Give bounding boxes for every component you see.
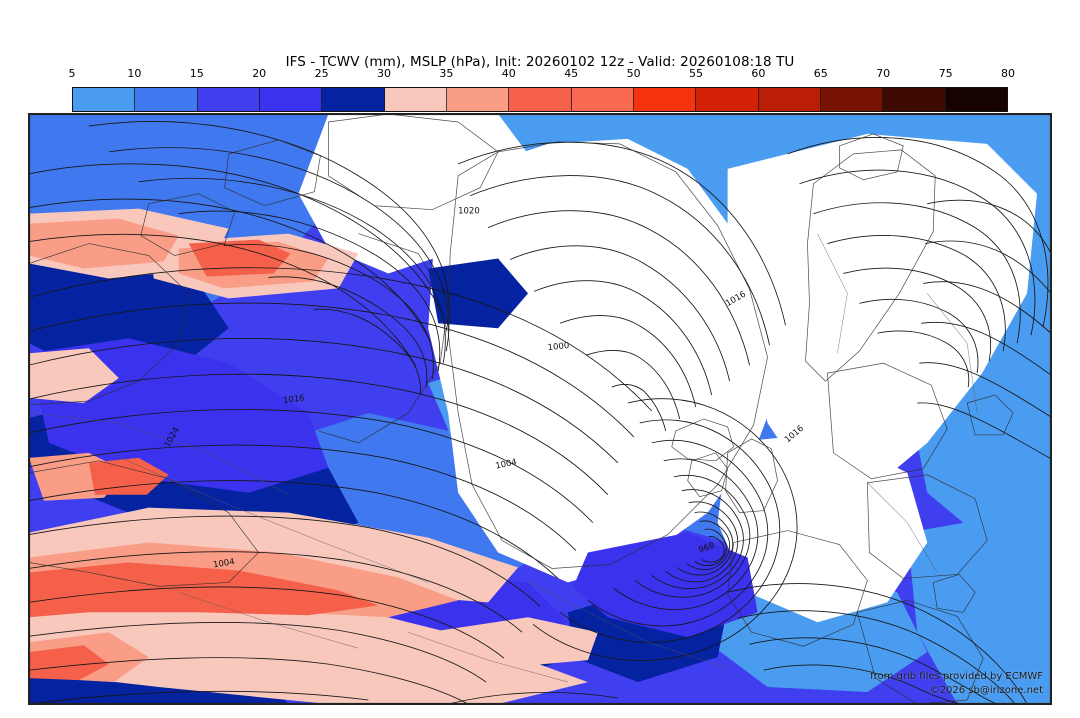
- mslp-isobars: [29, 121, 1051, 704]
- tcwv-band-30-35-e: [29, 348, 119, 404]
- colorbar-tick-65: 65: [813, 67, 828, 80]
- colorbar-tick-75: 75: [938, 67, 953, 80]
- colorbar-segment-75-80: [945, 88, 1007, 111]
- svg-text:1000: 1000: [547, 340, 570, 352]
- dry-zone-europe-south: [717, 432, 928, 623]
- colorbar-segment-35-40: [446, 88, 510, 111]
- colorbar-tick-60: 60: [751, 67, 766, 80]
- colorbar-tick-80: 80: [1001, 67, 1015, 80]
- coastlines: [29, 114, 1014, 704]
- colorbar-segment-30-35: [384, 88, 447, 111]
- credit-copyright: ©2026 sb@irizone.net: [929, 685, 1043, 696]
- colorbar-segment-5-10: [73, 88, 136, 111]
- map-canvas[interactable]: 1000 1004 1004 1016 1016 1024 1016 968 1…: [28, 113, 1052, 705]
- tcwv-band-5-10-g: [907, 507, 1051, 704]
- svg-text:968: 968: [697, 540, 715, 554]
- tcwv-band-40-45-c: [29, 645, 109, 681]
- colorbar-tick-10: 10: [127, 67, 142, 80]
- colorbar-tick-45: 45: [564, 67, 579, 80]
- tcwv-band-30-35-f: [428, 617, 598, 669]
- colorbar-tick-20: 20: [252, 67, 267, 80]
- colorbar-segment-20-25: [259, 88, 323, 111]
- svg-text:1004: 1004: [494, 456, 517, 470]
- map-border: [29, 114, 1051, 704]
- colorbar-tick-35: 35: [439, 67, 454, 80]
- colorbar-tick-15: 15: [189, 67, 204, 80]
- dry-zone-canadian-arctic: [298, 114, 529, 274]
- colorbar-segment-25-30: [322, 88, 385, 111]
- colorbar-segment-10-15: [135, 88, 198, 111]
- colorbar-tick-55: 55: [689, 67, 703, 80]
- colorbar-tick-30: 30: [377, 67, 391, 80]
- colorbar-segment-60-65: [758, 88, 821, 111]
- tcwv-band-30-35-c: [29, 592, 588, 704]
- colorbar: 5 10 15 20 25 30 35 40 45 50 55 60 65 70 75 80: [69, 67, 1015, 112]
- colorbar-segment-45-50: [571, 88, 634, 111]
- colorbar-gradient: [72, 87, 1008, 112]
- credit-source: from grib files provided by ECMWF: [870, 671, 1043, 682]
- colorbar-segment-15-20: [197, 88, 260, 111]
- colorbar-tick-labels: 5 10 15 20 25 30 35 40 45 50 55 60 65 70 75 80: [68, 67, 1016, 85]
- country-borders: [29, 233, 978, 683]
- tcwv-band-20-25-b: [572, 532, 758, 638]
- tcwv-band-35-40-a: [29, 218, 179, 269]
- svg-text:1020: 1020: [458, 206, 480, 216]
- dry-zone-mid: [547, 193, 728, 319]
- colorbar-segment-55-60: [696, 88, 759, 111]
- colorbar-segment-70-75: [883, 88, 946, 111]
- tcwv-band-40-45-a: [29, 562, 379, 618]
- page-title: IFS - TCWV (mm), MSLP (hPa), Init: 20260…: [285, 54, 795, 70]
- colorbar-tick-70: 70: [876, 67, 891, 80]
- map-svg: 1000 1004 1004 1016 1016 1024 1016 968 1…: [29, 114, 1051, 704]
- tcwv-band-40-45-b: [88, 457, 169, 495]
- svg-text:1004: 1004: [212, 556, 235, 569]
- colorbar-segment-40-45: [509, 88, 572, 111]
- tcwv-band-40-45-d: [188, 239, 291, 277]
- colorbar-segment-50-55: [633, 88, 697, 111]
- svg-text:1016: 1016: [283, 392, 306, 405]
- colorbar-segment-65-70: [820, 88, 884, 111]
- colorbar-tick-40: 40: [501, 67, 516, 80]
- colorbar-tick-25: 25: [314, 67, 329, 80]
- colorbar-tick-5: 5: [68, 67, 76, 80]
- dry-zone-europe: [727, 133, 1038, 493]
- colorbar-tick-50: 50: [626, 67, 641, 80]
